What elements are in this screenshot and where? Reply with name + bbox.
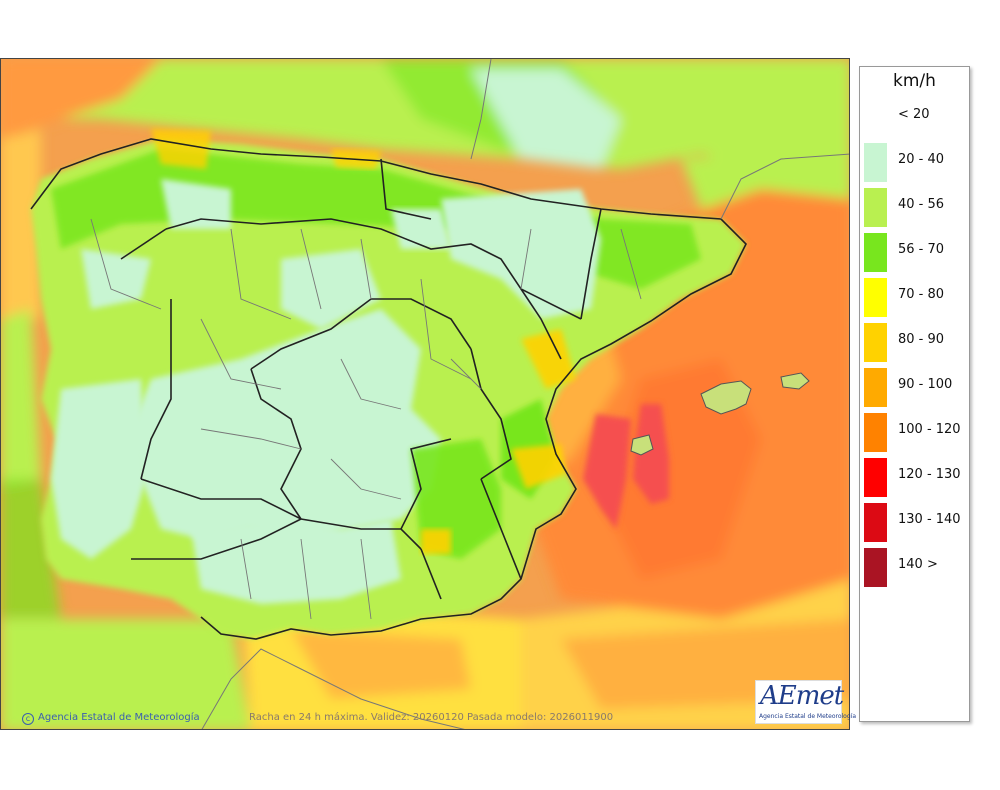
coastline [30,138,747,640]
map-caption: Racha en 24 h máxima. Validez: 20260120 … [249,712,614,723]
legend-item: < 20 [860,95,969,137]
red-gust-cores [583,404,669,529]
legend-item: 80 - 90 [860,320,969,362]
legend-label: 56 - 70 [898,242,945,257]
credit-text: Agencia Estatal de Meteorología [38,712,200,723]
legend-swatch [864,548,887,587]
legend-swatch [864,188,887,227]
logo-subtitle: Agencia Estatal de Meteorología [759,713,856,720]
legend-swatch [864,278,887,317]
province-borders [90,218,642,620]
wind-speed-legend: km/h < 20 20 - 40 40 - 56 56 - 70 70 - 80 80 … [859,66,970,722]
legend-item: 56 - 70 [860,230,969,272]
aemet-logo: AEmet Agencia Estatal de Meteorología [755,680,856,724]
legend-item: 70 - 80 [860,275,969,317]
legend-item: 100 - 120 [860,410,969,452]
legend-swatch [864,143,887,182]
legend-label: < 20 [898,107,930,122]
legend-label: 100 - 120 [898,422,961,437]
copyright-icon: c [22,713,34,725]
legend-item: 140 > [860,545,969,587]
legend-item: 40 - 56 [860,185,969,227]
legend-label: 90 - 100 [898,377,953,392]
legend-item: 120 - 130 [860,455,969,497]
legend-swatch [864,368,887,407]
wind-gust-map [0,58,850,730]
agency-credit: c Agencia Estatal de Meteorología [22,712,200,725]
legend-item: 20 - 40 [860,140,969,182]
legend-label: 20 - 40 [898,152,945,167]
legend-swatch [864,458,887,497]
legend-swatch [864,233,887,272]
legend-label: 120 - 130 [898,467,961,482]
legend-label: 140 > [898,557,938,572]
africa-coast [201,648,465,729]
legend-label: 40 - 56 [898,197,945,212]
france-med-coast [720,153,849,220]
legend-item: 90 - 100 [860,365,969,407]
balearic-islands [630,372,810,456]
legend-label: 80 - 90 [898,332,945,347]
legend-item: 130 - 140 [860,500,969,542]
legend-swatch [864,503,887,542]
legend-label: 130 - 140 [898,512,961,527]
france-coast [470,59,492,160]
legend-label: 70 - 80 [898,287,945,302]
legend-swatch [864,413,887,452]
logo-text: AEmet [760,681,844,711]
iberian-peninsula [31,129,746,639]
legend-swatch [864,323,887,362]
legend-title: km/h [893,71,936,91]
legend-swatch [864,98,887,137]
